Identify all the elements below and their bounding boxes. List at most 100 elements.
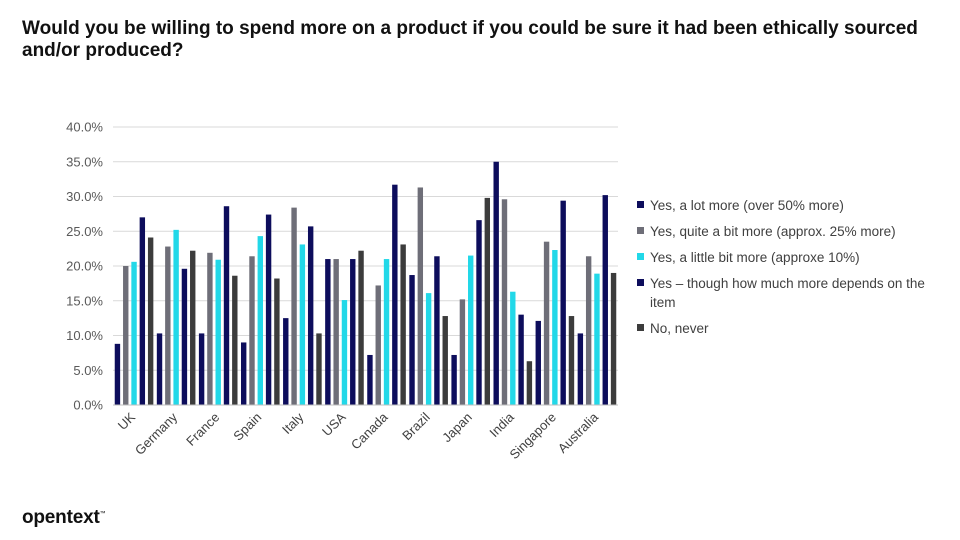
y-tick-label: 25.0% [66, 224, 103, 239]
x-tick-label: UK [115, 409, 139, 433]
x-tick-label: Singapore [506, 410, 559, 463]
bar-india-series-3 [510, 291, 516, 405]
x-tick-label: USA [319, 409, 349, 439]
bar-japan-series-1 [451, 354, 457, 405]
bar-india-series-2 [501, 199, 508, 405]
y-tick-label: 30.0% [66, 189, 103, 204]
bar-spain-series-2 [249, 256, 255, 405]
bar-canada-series-4 [392, 184, 398, 405]
chart-title: Would you be willing to spend more on a … [22, 18, 918, 61]
bar-australia-series-5 [610, 272, 617, 405]
bar-australia-series-2 [585, 256, 592, 405]
legend-item: Yes, a lot more (over 50% more) [637, 196, 937, 215]
opentext-logo: opentext™ [22, 507, 106, 529]
y-tick-label: 10.0% [66, 328, 103, 343]
y-tick-label: 20.0% [66, 259, 103, 274]
y-tick-label: 15.0% [66, 293, 103, 308]
bar-japan-series-3 [468, 255, 474, 405]
legend: Yes, a lot more (over 50% more) Yes, quit… [637, 196, 937, 345]
bar-france-series-1 [198, 333, 205, 405]
bar-italy-series-1 [283, 318, 289, 405]
gridlines [113, 126, 618, 371]
bar-india-series-4 [518, 314, 524, 405]
x-tick-label: Italy [279, 409, 307, 437]
bar-uk-series-4 [139, 217, 146, 405]
legend-item: Yes – though how much more depends on th… [637, 274, 937, 312]
x-tick-label: Spain [230, 410, 264, 444]
bar-france-series-4 [223, 206, 230, 405]
bar-usa-series-3 [341, 300, 348, 405]
bar-brazil-series-1 [409, 275, 415, 405]
logo-text: opentext [22, 507, 100, 528]
x-tick-label: Australia [555, 409, 602, 456]
bar-india-series-1 [493, 161, 499, 405]
legend-swatch [637, 201, 644, 208]
bar-germany-series-5 [190, 250, 196, 405]
bar-uk-series-1 [114, 343, 121, 405]
legend-label: Yes – though how much more depends on th… [650, 276, 925, 310]
bar-brazil-series-3 [425, 293, 432, 405]
x-tick-label: Japan [439, 410, 475, 446]
legend-item: Yes, a little bit more (approxe 10%) [637, 248, 937, 267]
legend-label: Yes, quite a bit more (approx. 25% more) [650, 224, 896, 239]
bar-canada-series-2 [375, 285, 381, 405]
x-tick-label: Brazil [399, 409, 433, 443]
legend-label: Yes, a lot more (over 50% more) [650, 198, 844, 213]
bar-japan-series-2 [459, 299, 466, 405]
bar-japan-series-5 [484, 197, 491, 405]
x-tick-label: India [486, 409, 517, 440]
x-tick-label: France [183, 410, 222, 449]
bar-spain-series-4 [265, 214, 272, 405]
bar-france-series-3 [215, 259, 221, 405]
bar-spain-series-5 [274, 278, 280, 405]
bar-canada-series-5 [400, 244, 406, 405]
bar-canada-series-3 [383, 259, 390, 405]
bar-brazil-series-4 [434, 256, 440, 405]
bar-france-series-2 [207, 252, 213, 405]
bar-uk-series-2 [123, 266, 129, 405]
legend-swatch [637, 253, 644, 260]
bar-australia-series-3 [594, 273, 600, 405]
bar-canada-series-1 [367, 354, 373, 405]
y-tick-label: 0.0% [73, 398, 103, 413]
legend-item: Yes, quite a bit more (approx. 25% more) [637, 222, 937, 241]
bar-germany-series-2 [165, 246, 171, 405]
bar-germany-series-4 [181, 268, 188, 405]
legend-item: No, never [637, 319, 937, 338]
bar-singapore-series-2 [543, 241, 550, 405]
x-tick-label: Germany [132, 409, 181, 458]
bar-singapore-series-5 [568, 316, 575, 405]
bar-singapore-series-4 [560, 200, 566, 405]
bar-usa-series-2 [333, 259, 339, 405]
bar-italy-series-4 [307, 226, 314, 405]
bar-usa-series-1 [325, 259, 331, 405]
legend-label: No, never [650, 321, 709, 336]
bar-germany-series-3 [173, 229, 179, 405]
y-tick-label: 35.0% [66, 154, 103, 169]
y-tick-label: 5.0% [73, 363, 103, 378]
bar-australia-series-1 [577, 333, 584, 405]
x-tick-label: Canada [348, 409, 391, 452]
bar-usa-series-5 [358, 250, 364, 405]
legend-swatch [637, 227, 644, 234]
bar-italy-series-3 [299, 244, 306, 405]
bar-spain-series-3 [257, 236, 263, 405]
bar-australia-series-4 [602, 195, 608, 405]
bar-singapore-series-3 [552, 250, 558, 405]
logo-trademark: ™ [99, 511, 106, 517]
y-tick-label: 40.0% [66, 120, 103, 135]
bar-spain-series-1 [240, 342, 247, 405]
bar-india-series-5 [526, 361, 533, 405]
bar-brazil-series-2 [417, 187, 424, 405]
bar-italy-series-2 [291, 207, 297, 405]
legend-swatch [637, 324, 644, 331]
bar-series [114, 161, 617, 405]
bar-italy-series-5 [316, 333, 322, 405]
bar-singapore-series-1 [535, 320, 541, 405]
legend-label: Yes, a little bit more (approxe 10%) [650, 250, 860, 265]
bar-usa-series-4 [350, 259, 356, 405]
bar-japan-series-4 [476, 220, 482, 405]
bar-uk-series-5 [147, 237, 154, 405]
bar-brazil-series-5 [442, 316, 448, 405]
